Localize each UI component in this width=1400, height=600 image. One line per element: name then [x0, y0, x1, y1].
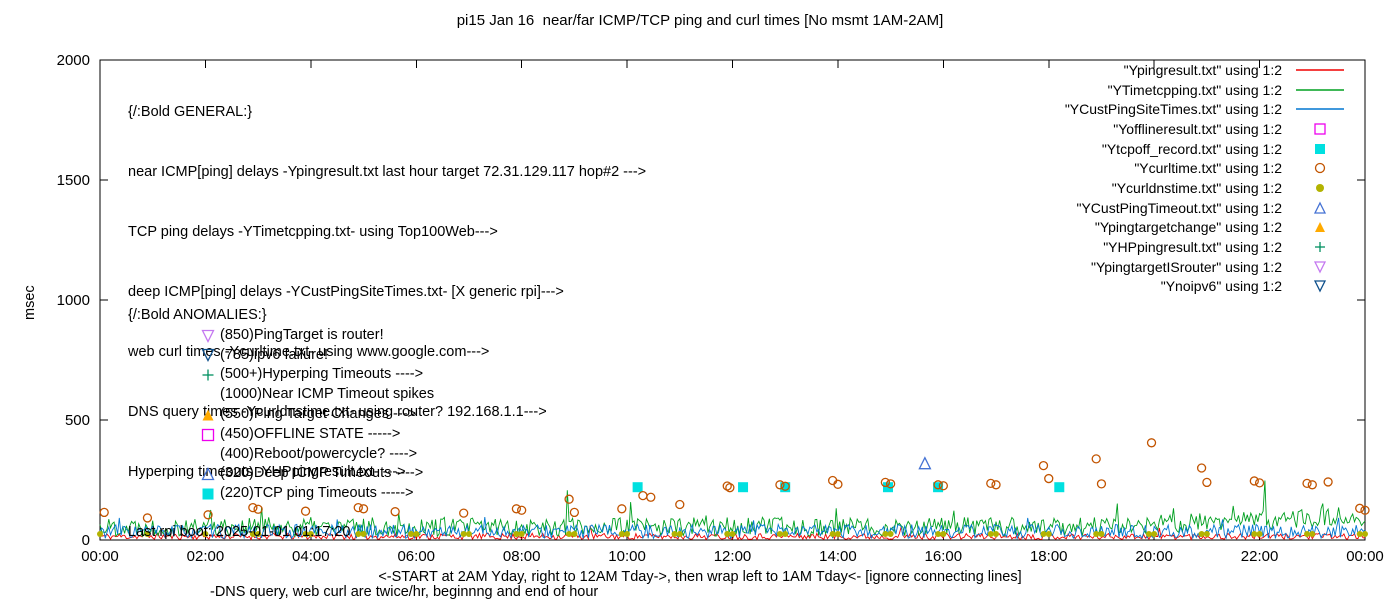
anomaly-text: (1000)Near ICMP Timeout spikes	[220, 386, 435, 403]
svg-text:20:00: 20:00	[1135, 548, 1173, 565]
legend-row: "YCustPingTimeout.txt" using 1:2	[1065, 198, 1348, 218]
open-circle-sample-icon	[1292, 161, 1348, 175]
legend-row: "Ytcpoff_record.txt" using 1:2	[1065, 139, 1348, 159]
svg-text:1500: 1500	[57, 172, 90, 189]
legend-label: "YCustPingTimeout.txt" using 1:2	[1076, 199, 1282, 216]
legend-label: "Ynoipv6" using 1:2	[1160, 278, 1282, 295]
svg-text:22:00: 22:00	[1241, 548, 1279, 565]
x-axis-label: <-START at 2AM Yday, right to 12AM Tday-…	[378, 569, 1022, 585]
legend-row: "YTimetcpping.txt" using 1:2	[1065, 80, 1348, 100]
svg-text:08:00: 08:00	[503, 548, 541, 565]
legend-row: "YpingtargetISrouter" using 1:2	[1065, 257, 1348, 277]
legend-label: "Yofflineresult.txt" using 1:2	[1113, 120, 1282, 137]
deep-icmp-timeout-marker-icon	[200, 467, 220, 481]
svg-text:2000: 2000	[57, 52, 90, 69]
legend-label: "YHPpingresult.txt" using 1:2	[1103, 239, 1282, 256]
legend-label: "Ypingresult.txt" using 1:2	[1123, 61, 1282, 78]
anomaly-item: (400)Reboot/powercycle? ---->	[128, 445, 434, 465]
annotation-line: TCP ping delays -YTimetcpping.txt- using…	[128, 224, 498, 240]
legend-row: "YHPpingresult.txt" using 1:2	[1065, 237, 1348, 257]
down-triangle-violet-sample-icon	[1292, 260, 1348, 274]
legend-row: "Yofflineresult.txt" using 1:2	[1065, 119, 1348, 139]
blue-line-sample-icon	[1292, 102, 1348, 116]
anomaly-item: (1000)Near ICMP Timeout spikes	[128, 385, 434, 405]
legend-label: "Ycurltime.txt" using 1:2	[1134, 160, 1282, 177]
anomaly-text: (400)Reboot/powercycle? ---->	[220, 445, 418, 462]
legend-label: "YpingtargetISrouter" using 1:2	[1090, 258, 1282, 275]
anomaly-marker-spacer	[200, 388, 220, 402]
legend-label: "YCustPingSiteTimes.txt" using 1:2	[1064, 101, 1282, 118]
anomaly-item: (785)ipv6 failure!	[128, 346, 434, 366]
red-line-sample-icon	[1292, 63, 1348, 77]
annotation-line: -DNS query, web curl are twice/hr, begin…	[210, 584, 599, 600]
anomaly-item: (550)Ping Target Changes --->	[128, 405, 434, 425]
legend-label: "Ypingtargetchange" using 1:2	[1094, 219, 1282, 236]
pingtarget-router-marker-icon	[200, 329, 220, 343]
annotation-line: near ICMP[ping] delays -Ypingresult.txt …	[128, 164, 647, 180]
anomaly-text: (500+)Hyperping Timeouts ---->	[220, 366, 424, 383]
legend-row: "Ypingresult.txt" using 1:2	[1065, 60, 1348, 80]
anomaly-item: (320)Deep ICMP Timeouts ---->	[128, 464, 434, 484]
svg-text:18:00: 18:00	[1030, 548, 1068, 565]
annotation-line: DNS query times -Ycurldnstime.txt- using…	[128, 404, 547, 420]
svg-text:1000: 1000	[57, 292, 90, 309]
legend-row: "Ycurldnstime.txt" using 1:2	[1065, 178, 1348, 198]
svg-text:500: 500	[65, 412, 90, 429]
legend-label: "YTimetcpping.txt" using 1:2	[1107, 81, 1282, 98]
legend-row: "Ynoipv6" using 1:2	[1065, 277, 1348, 297]
general-annotations: {/:Bold GENERAL:} near ICMP[ping] delays…	[128, 62, 647, 600]
anomalies-annotations: {/:Bold ANOMALIES:} (850)PingTarget is r…	[128, 306, 434, 504]
green-line-sample-icon	[1292, 83, 1348, 97]
anomaly-text: (220)TCP ping Timeouts ----->	[220, 485, 414, 502]
anomaly-item: (850)PingTarget is router!	[128, 326, 434, 346]
filled-square-sample-icon	[1292, 142, 1348, 156]
annotation-line: Last rpi boot: 2025-01-01 01:17:20	[128, 524, 351, 540]
svg-text:02:00: 02:00	[187, 548, 225, 565]
legend-label: "Ytcpoff_record.txt" using 1:2	[1101, 140, 1282, 157]
offline-state-marker-icon	[200, 428, 220, 442]
anomaly-text: (785)ipv6 failure!	[220, 346, 328, 363]
anomaly-text: (850)PingTarget is router!	[220, 326, 384, 343]
filled-circle-sample-icon	[1292, 181, 1348, 195]
svg-text:00:00: 00:00	[81, 548, 119, 565]
chart-title: pi15 Jan 16 near/far ICMP/TCP ping and c…	[456, 12, 944, 29]
anomaly-marker-spacer	[200, 447, 220, 461]
y-axis-label: msec	[22, 285, 38, 320]
svg-text:16:00: 16:00	[925, 548, 963, 565]
annotation-line: deep ICMP[ping] delays -YCustPingSiteTim…	[128, 284, 564, 300]
anomaly-item: (450)OFFLINE STATE ----->	[128, 425, 434, 445]
anomaly-text: (450)OFFLINE STATE ----->	[220, 425, 401, 442]
svg-text:0: 0	[82, 532, 90, 549]
legend-row: "Ypingtargetchange" using 1:2	[1065, 218, 1348, 238]
anomaly-text: (320)Deep ICMP Timeouts ---->	[220, 465, 424, 482]
tcp-ping-timeout-marker-icon	[200, 487, 220, 501]
filled-triangle-sample-icon	[1292, 220, 1348, 234]
annotation-line: {/:Bold GENERAL:}	[128, 104, 253, 120]
hyperping-timeout-marker-icon	[200, 368, 220, 382]
legend-label: "Ycurldnstime.txt" using 1:2	[1111, 179, 1282, 196]
open-triangle-sample-icon	[1292, 201, 1348, 215]
anomalies-header: {/:Bold ANOMALIES:}	[128, 307, 267, 323]
open-square-sample-icon	[1292, 122, 1348, 136]
svg-text:14:00: 14:00	[819, 548, 857, 565]
anomaly-item: (220)TCP ping Timeouts ----->	[128, 484, 434, 504]
anomaly-text: (550)Ping Target Changes --->	[220, 405, 416, 422]
svg-text:06:00: 06:00	[397, 548, 435, 565]
down-triangle-navy-sample-icon	[1292, 279, 1348, 293]
ipv6-failure-marker-icon	[200, 348, 220, 363]
svg-text:00:00: 00:00	[1346, 548, 1384, 565]
ping-target-change-marker-icon	[200, 408, 220, 422]
svg-text:04:00: 04:00	[292, 548, 330, 565]
legend-row: "YCustPingSiteTimes.txt" using 1:2	[1065, 99, 1348, 119]
legend: "Ypingresult.txt" using 1:2 "YTimetcppin…	[1065, 60, 1348, 296]
svg-text:12:00: 12:00	[714, 548, 752, 565]
plus-sample-icon	[1292, 240, 1348, 254]
legend-row: "Ycurltime.txt" using 1:2	[1065, 158, 1348, 178]
anomaly-item: (500+)Hyperping Timeouts ---->	[128, 365, 434, 385]
svg-text:10:00: 10:00	[608, 548, 646, 565]
